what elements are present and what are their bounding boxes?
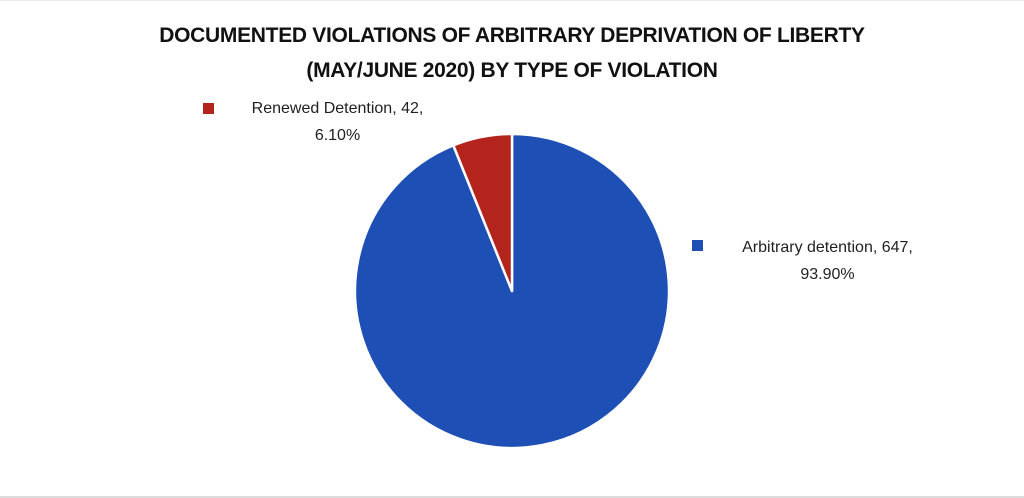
chart-title-line1: DOCUMENTED VIOLATIONS OF ARBITRARY DEPRI… (159, 24, 865, 47)
arbitrary-detention-label-line1: Arbitrary detention, 647, (742, 239, 913, 256)
renewed-detention-legend-marker (203, 103, 214, 114)
arbitrary-detention-label-line2: 93.90% (800, 266, 855, 283)
top-divider (0, 0, 1024, 1)
renewed-detention-label-line2: 6.10% (314, 127, 361, 144)
renewed-detention-label-line1: Renewed Detention, 42, (251, 100, 424, 117)
renewed-detention-data-label: Renewed Detention, 42, 6.10% (230, 95, 445, 149)
chart-title-line2: (MAY/JUNE 2020) BY TYPE OF VIOLATION (306, 59, 718, 82)
pie-chart (353, 132, 671, 450)
arbitrary-detention-legend-marker (692, 240, 703, 251)
bottom-divider (0, 496, 1024, 498)
pie-slice-renewed-detention (452, 132, 514, 293)
arbitrary-detention-data-label: Arbitrary detention, 647, 93.90% (720, 234, 935, 288)
chart-title: DOCUMENTED VIOLATIONS OF ARBITRARY DEPRI… (0, 18, 1024, 88)
pie-slice-arbitrary-detention (353, 132, 671, 450)
